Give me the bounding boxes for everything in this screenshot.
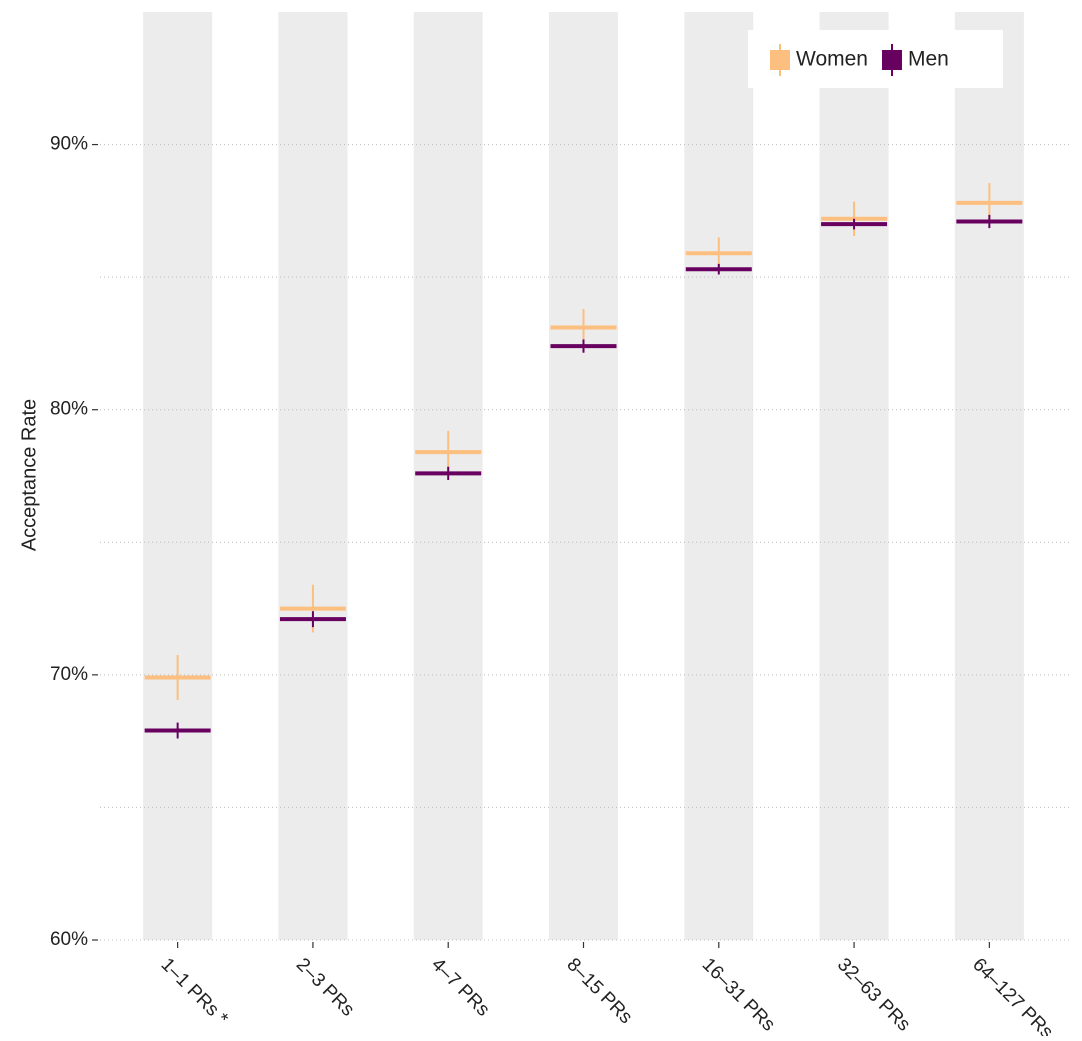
y-tick-label: 80% [50,399,88,420]
category-band [549,12,618,940]
category-band [143,12,213,940]
x-tick-label: 2–3 PRs [292,954,358,1020]
x-tick-label: 8–15 PRs [562,954,636,1028]
legend-label: Women [796,48,868,71]
legend-box [748,30,1003,88]
y-tick-label: 90% [50,134,88,155]
category-band [278,12,348,940]
y-tick-label: 60% [50,929,88,950]
y-tick-label: 70% [50,664,88,685]
x-tick-label: 64–127 PRs [968,954,1057,1036]
category-band [954,12,1024,940]
x-tick-label: 32–63 PRs [833,954,914,1035]
x-tick-label: 4–7 PRs [427,954,493,1020]
y-axis-title: Acceptance Rate [18,399,40,551]
legend-label: Men [908,48,949,71]
category-band [684,12,754,940]
x-tick-label: 16–31 PRs [698,954,779,1035]
x-tick-label: 1–1 PRs * [157,954,233,1030]
category-band [819,12,889,940]
